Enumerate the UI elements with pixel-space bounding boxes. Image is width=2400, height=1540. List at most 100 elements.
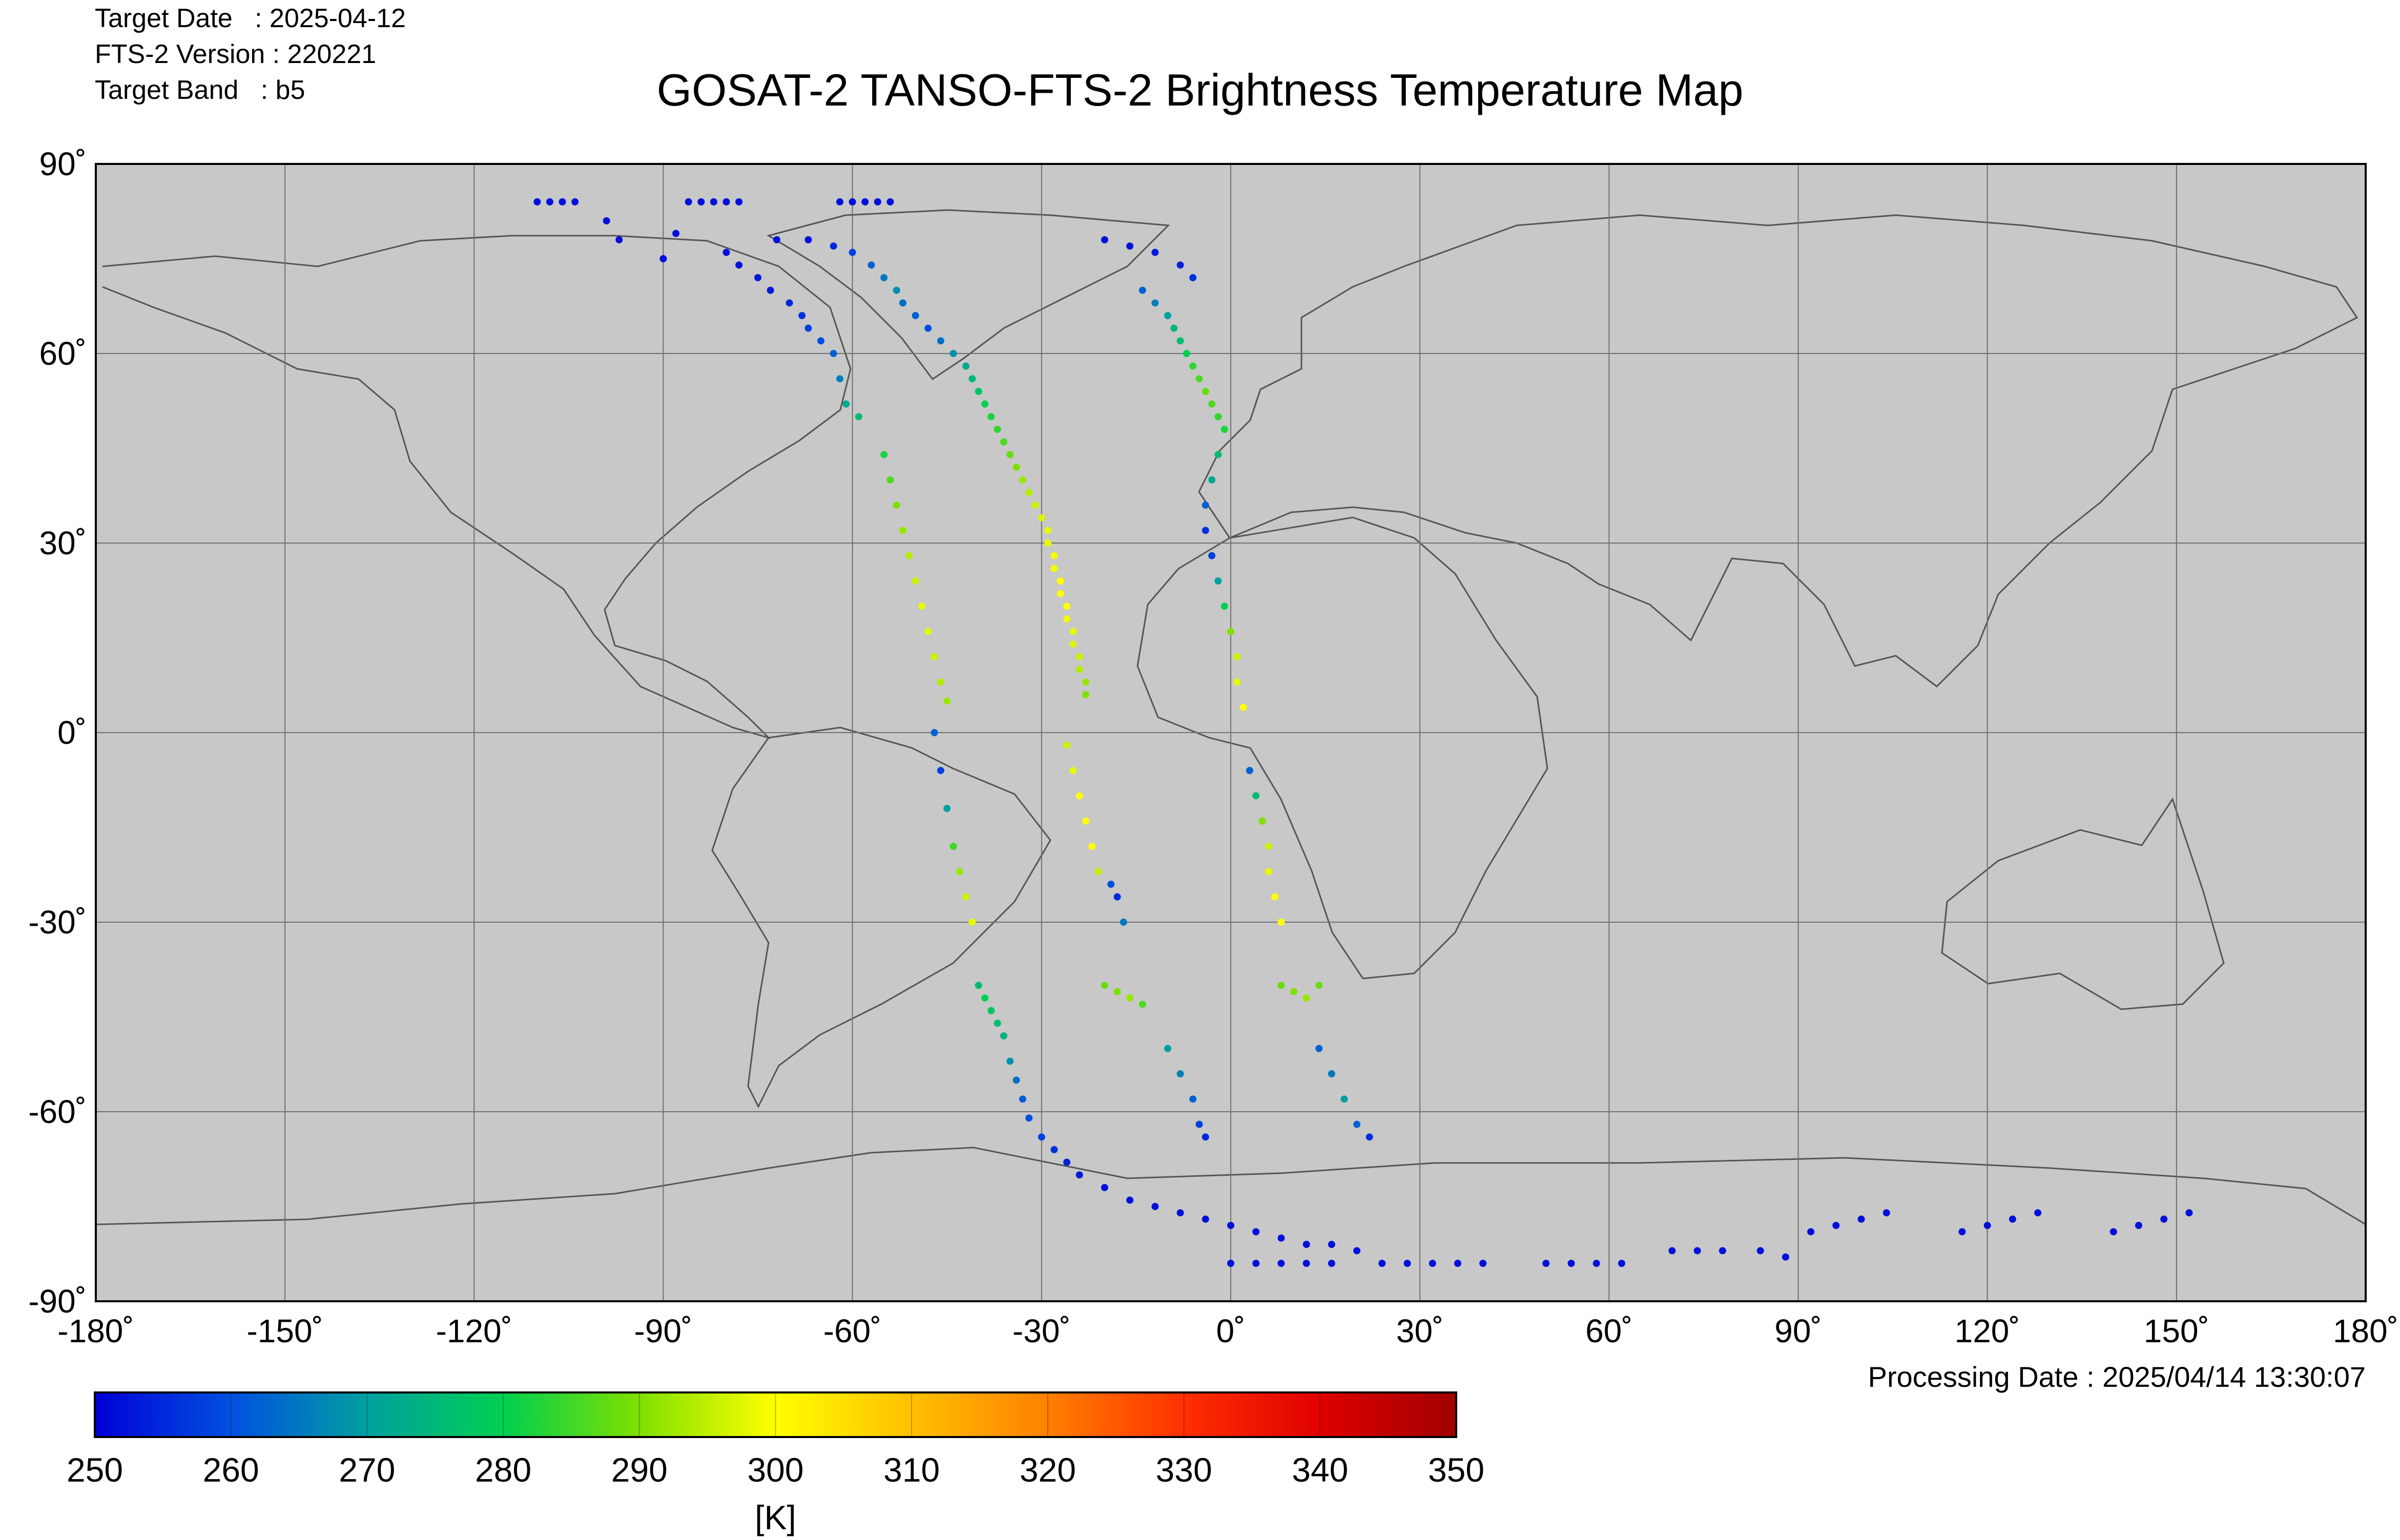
- observation-point: [1618, 1260, 1625, 1267]
- observation-point: [937, 767, 944, 774]
- observation-point: [1567, 1260, 1575, 1267]
- observation-point: [1189, 274, 1197, 281]
- lon-tick-label: 180˚: [2333, 1313, 2398, 1349]
- latitude-tick-labels: 90˚ 60˚ 30˚ 0˚ -30˚ -60˚ -90˚: [28, 145, 87, 1320]
- colorbar-tick-label: 300: [747, 1451, 803, 1489]
- observation-point: [785, 299, 793, 307]
- observation-point: [893, 502, 900, 509]
- observation-point: [1429, 1260, 1436, 1267]
- observation-point: [754, 274, 762, 281]
- observation-point: [861, 198, 869, 205]
- observation-point: [1983, 1222, 1991, 1229]
- lon-tick-label: -90˚: [634, 1313, 693, 1349]
- observation-point: [1176, 1070, 1184, 1077]
- colorbar-tick-label: 310: [883, 1451, 940, 1489]
- observation-point: [1302, 1260, 1310, 1267]
- graticule: [96, 164, 2366, 1301]
- observation-point: [804, 236, 812, 243]
- observation-point: [1082, 691, 1089, 698]
- observation-point: [1208, 476, 1216, 484]
- observation-point: [1252, 1260, 1260, 1267]
- observation-point: [962, 362, 970, 370]
- observation-point: [1353, 1120, 1361, 1128]
- observation-point: [1063, 741, 1071, 749]
- lon-tick-label: -30˚: [1012, 1313, 1071, 1349]
- lon-tick-label: -120˚: [436, 1313, 512, 1349]
- observation-point: [1101, 1184, 1108, 1191]
- observation-point: [1227, 1260, 1234, 1267]
- lon-tick-label: 90˚: [1774, 1313, 1822, 1349]
- observation-point: [1151, 1203, 1159, 1210]
- longitude-tick-labels: -180˚ -150˚ -120˚ -90˚ -60˚ -30˚ 0˚ 30˚ 60˚ 90˚ 12…: [57, 1313, 2398, 1349]
- observation-point: [1454, 1260, 1461, 1267]
- observation-point: [930, 653, 938, 660]
- observation-point: [1063, 602, 1071, 610]
- observation-point: [1479, 1260, 1487, 1267]
- observation-point: [546, 198, 553, 205]
- observation-point: [1164, 312, 1171, 319]
- colorbar-tick-label: 350: [1428, 1451, 1484, 1489]
- observation-point: [1756, 1247, 1764, 1255]
- observation-point: [1233, 653, 1241, 660]
- observation-point: [1340, 1095, 1348, 1103]
- observation-point: [1050, 552, 1058, 559]
- observation-point: [912, 312, 919, 319]
- observation-point: [1592, 1260, 1600, 1267]
- observation-point: [880, 274, 888, 281]
- observation-point: [1176, 261, 1184, 269]
- lat-tick-label: -60˚: [28, 1093, 87, 1130]
- observation-point: [1252, 1228, 1260, 1236]
- observation-point: [1214, 451, 1222, 459]
- observation-point: [1328, 1241, 1335, 1248]
- observation-point: [1176, 337, 1184, 345]
- observation-point: [1075, 792, 1083, 800]
- observation-point: [1101, 982, 1108, 989]
- chart-title: GOSAT-2 TANSO-FTS-2 Brightness Temperatu…: [656, 65, 1744, 115]
- colorbar-tick-label: 260: [203, 1451, 259, 1489]
- observation-point: [1050, 1146, 1058, 1153]
- observation-point: [1176, 1209, 1184, 1217]
- observation-point: [2034, 1209, 2042, 1217]
- observation-point: [1101, 236, 1108, 243]
- observation-point: [1227, 1222, 1234, 1229]
- observation-point: [1082, 817, 1089, 825]
- observation-point: [1202, 388, 1209, 395]
- observation-point: [2135, 1222, 2142, 1229]
- observation-point: [962, 893, 970, 901]
- observation-point: [855, 413, 862, 421]
- observation-point: [659, 255, 667, 262]
- observation-point: [912, 577, 919, 585]
- europe-asia-outline: [1198, 214, 2358, 688]
- lon-tick-label: 150˚: [2144, 1313, 2209, 1349]
- observation-point: [571, 198, 579, 205]
- colorbar-tick-label: 320: [1020, 1451, 1076, 1489]
- colorbar-tick-label: 340: [1292, 1451, 1348, 1489]
- observation-point: [1958, 1228, 1966, 1236]
- observation-point: [1183, 350, 1190, 357]
- observation-point: [1120, 919, 1127, 926]
- observation-point: [1164, 1045, 1171, 1052]
- observation-point: [1031, 502, 1039, 509]
- observation-point: [1126, 242, 1134, 250]
- colorbar-tick-label: 290: [611, 1451, 668, 1489]
- observation-point: [842, 400, 850, 408]
- observation-points: [533, 198, 2193, 1267]
- observation-point: [968, 375, 976, 383]
- observation-point: [2109, 1228, 2117, 1236]
- observation-point: [1126, 994, 1134, 1002]
- lon-tick-label: 120˚: [1955, 1313, 2020, 1349]
- observation-point: [1075, 653, 1083, 660]
- observation-point: [1006, 1057, 1014, 1065]
- lat-tick-label: -90˚: [28, 1283, 87, 1320]
- observation-point: [899, 299, 907, 307]
- observation-point: [1019, 476, 1026, 484]
- observation-point: [1233, 678, 1241, 686]
- observation-point: [1069, 640, 1077, 648]
- observation-point: [1038, 514, 1045, 522]
- colorbar: 250 260 270 280 290 300 310 320 330 340 350 [K]: [67, 1391, 1484, 1536]
- observation-point: [2009, 1215, 2016, 1223]
- greenland-outline: [767, 209, 1170, 381]
- observation-point: [1189, 1095, 1197, 1103]
- lat-tick-label: 30˚: [39, 525, 87, 561]
- north-america-outline: [102, 235, 852, 740]
